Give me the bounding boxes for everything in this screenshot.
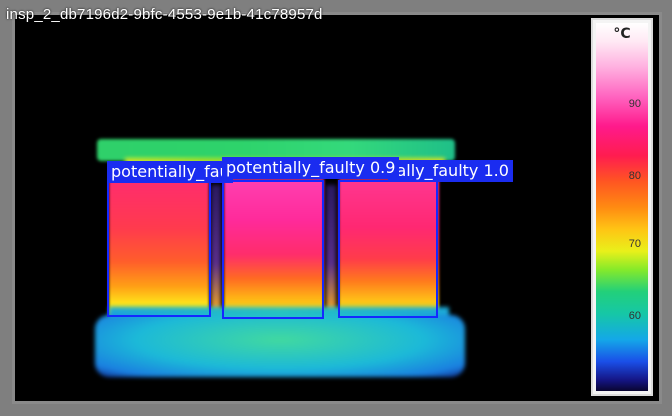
detection-box-left[interactable] <box>107 180 211 317</box>
detection-label-left: potentially_fau <box>107 161 233 183</box>
scale-tick-label: 60 <box>629 310 641 322</box>
temperature-scale: °C 90 80 70 60 <box>591 18 653 396</box>
scale-tick-label: 70 <box>629 238 641 250</box>
detection-box-middle[interactable] <box>222 180 324 319</box>
scale-tick-label: 90 <box>629 98 641 110</box>
detection-box-right[interactable] <box>338 180 438 318</box>
detection-label-middle: potentially_faulty 0.9 <box>222 157 399 179</box>
scale-unit-label: °C <box>593 26 651 42</box>
temperature-gradient <box>596 23 648 391</box>
scale-tick-label: 80 <box>629 170 641 182</box>
image-id-text: insp_2_db7196d2-9bfc-4553-9e1b-41c78957d <box>6 6 323 23</box>
detection-label-right: ially_faulty 1.0 <box>388 160 513 182</box>
coil-gap <box>211 185 221 315</box>
coil-gap <box>326 185 336 315</box>
transformer-base <box>95 315 465 377</box>
